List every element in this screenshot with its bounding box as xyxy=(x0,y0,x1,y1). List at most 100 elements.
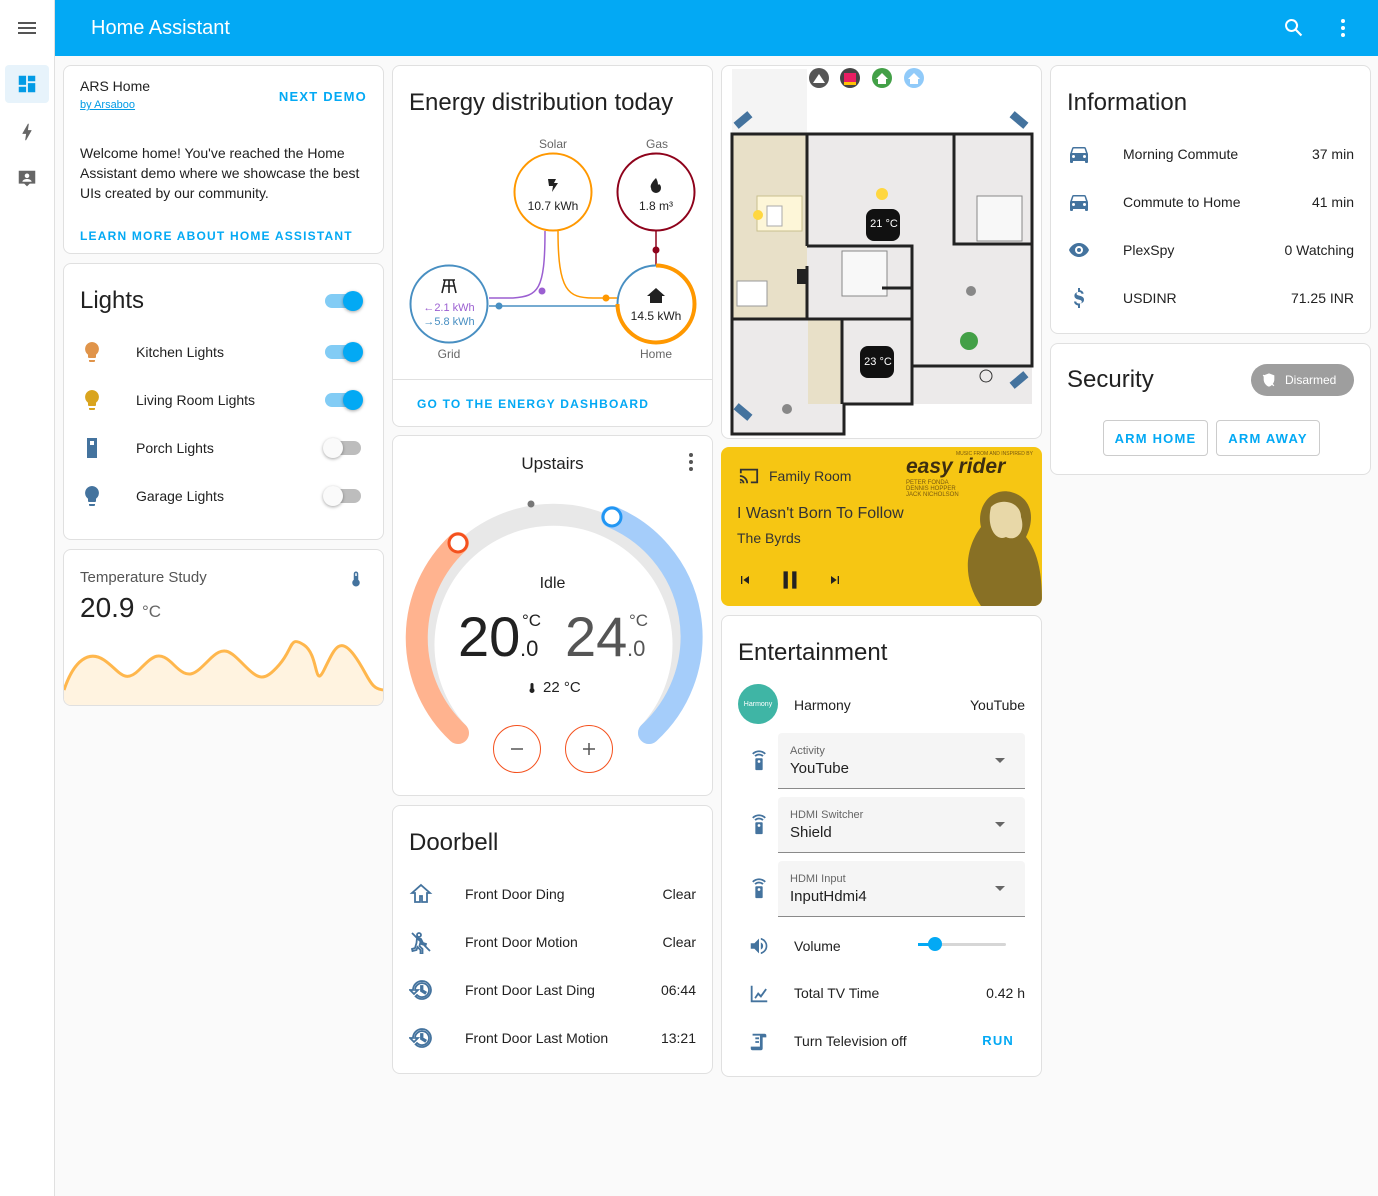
decrease-button[interactable] xyxy=(493,725,541,773)
alarm-state-badge: Disarmed xyxy=(1251,364,1354,396)
sidebar-item-energy[interactable] xyxy=(5,113,49,151)
thermostat-title: Upstairs xyxy=(521,454,584,473)
sidebar-item-people[interactable] xyxy=(5,160,49,198)
doorbell-entity-state: Clear xyxy=(662,886,696,902)
lights-master-toggle[interactable] xyxy=(325,291,363,311)
information-row[interactable]: PlexSpy 0 Watching xyxy=(1051,230,1370,270)
lightbulb-icon xyxy=(85,486,99,506)
history-icon xyxy=(409,1028,432,1048)
media-player-card: easy rider MUSIC FROM AND INSPIRED BY PE… xyxy=(721,447,1042,606)
script-icon xyxy=(750,1033,767,1051)
light-toggle[interactable] xyxy=(323,486,361,506)
sidebar-item-overview[interactable] xyxy=(5,65,49,103)
plus-icon xyxy=(583,743,595,755)
information-row[interactable]: USDINR 71.25 INR xyxy=(1051,278,1370,318)
select-value: InputHdmi4 xyxy=(790,888,867,905)
select-label: HDMI Switcher xyxy=(790,809,864,821)
information-row[interactable]: Morning Commute 37 min xyxy=(1051,134,1370,174)
arm-away-button[interactable]: ARM AWAY xyxy=(1216,420,1320,456)
menu-icon[interactable] xyxy=(14,16,40,40)
lightning-icon xyxy=(22,123,32,141)
chevron-down-icon xyxy=(995,886,1005,891)
thermostat-card: Upstairs Idle 20 °C .0 24 °C .0 22 °C xyxy=(392,435,713,796)
energy-flow-diagram xyxy=(409,152,697,345)
temperature-unit: °C xyxy=(142,602,162,621)
energy-dashboard-link[interactable]: GO TO THE ENERGY DASHBOARD xyxy=(417,397,650,411)
select-label: HDMI Input xyxy=(790,873,846,885)
album-art-subtitle: MUSIC FROM AND INSPIRED BY xyxy=(956,451,1033,457)
doorbell-row[interactable]: Front Door Last Ding 06:44 xyxy=(393,970,712,1010)
increase-button[interactable] xyxy=(565,725,613,773)
remote-icon xyxy=(752,814,766,835)
target-low-unit: °C xyxy=(522,611,542,630)
harmony-name[interactable]: Harmony xyxy=(794,697,851,713)
select-field[interactable]: HDMI Input InputHdmi4 xyxy=(778,861,1025,917)
run-button[interactable]: RUN xyxy=(982,1033,1014,1048)
select-value: YouTube xyxy=(790,760,849,777)
light-name: Living Room Lights xyxy=(136,392,256,408)
doorbell-entity-name: Front Door Motion xyxy=(465,934,578,950)
temperature-title: Temperature Study xyxy=(80,569,207,586)
motion-sensor-icon xyxy=(410,932,431,954)
shield-off-icon xyxy=(1262,373,1275,387)
doorbell-row[interactable]: Front Door Last Motion 13:21 xyxy=(393,1018,712,1058)
doorbell-entity-name: Front Door Last Ding xyxy=(465,982,595,998)
doorbell-card: Doorbell Front Door Ding Clear Front Doo… xyxy=(392,805,713,1074)
grid-label: Grid xyxy=(437,347,461,361)
light-row[interactable]: Kitchen Lights xyxy=(64,332,383,372)
doorbell-row[interactable]: Front Door Ding Clear xyxy=(393,874,712,914)
home-outline-icon xyxy=(409,883,433,903)
select-field[interactable]: Activity YouTube xyxy=(778,733,1025,789)
volume-slider[interactable] xyxy=(918,937,1006,951)
volume-slider-handle[interactable] xyxy=(927,937,942,951)
information-entity-value: 71.25 INR xyxy=(1290,290,1354,306)
light-toggle[interactable] xyxy=(325,342,363,362)
temperature-card[interactable]: Temperature Study 20.9 °C xyxy=(63,549,384,706)
information-entity-value: 41 min xyxy=(1311,194,1354,210)
volume-icon xyxy=(750,937,768,955)
thermostat-dial xyxy=(405,500,703,744)
pause-icon[interactable] xyxy=(777,567,803,593)
light-toggle[interactable] xyxy=(325,390,363,410)
media-track-title: I Wasn't Born To Follow xyxy=(737,505,904,522)
light-toggle[interactable] xyxy=(323,438,361,458)
thermometer-icon xyxy=(529,683,535,693)
doorbell-row[interactable]: Front Door Motion Clear xyxy=(393,922,712,962)
more-vertical-icon[interactable] xyxy=(688,452,694,472)
light-row[interactable]: Living Room Lights xyxy=(64,380,383,420)
light-row[interactable]: Garage Lights xyxy=(64,476,383,516)
floorplan-temp-upstairs[interactable]: 21 °C xyxy=(870,218,898,230)
skip-next-icon[interactable] xyxy=(827,572,843,588)
light-name: Porch Lights xyxy=(136,440,214,456)
doorbell-entity-name: Front Door Ding xyxy=(465,886,565,902)
chart-line-icon xyxy=(750,985,768,1003)
information-row[interactable]: Commute to Home 41 min xyxy=(1051,182,1370,222)
doorbell-entity-state: 13:21 xyxy=(660,1030,696,1046)
light-row[interactable]: Porch Lights xyxy=(64,428,383,468)
album-art-cast: PETER FONDA DENNIS HOPPER JACK NICHOLSON xyxy=(906,480,959,498)
arm-home-button[interactable]: ARM HOME xyxy=(1103,420,1208,456)
app-title: Home Assistant xyxy=(91,17,230,39)
doorbell-entity-state: 06:44 xyxy=(660,982,696,998)
more-vertical-icon[interactable] xyxy=(1331,16,1355,40)
remote-icon xyxy=(752,750,766,771)
information-title: Information xyxy=(1067,89,1188,116)
next-demo-button[interactable]: NEXT DEMO xyxy=(278,89,367,104)
floorplan-temp-downstairs[interactable]: 23 °C xyxy=(864,356,892,368)
target-high-temp[interactable]: 24 xyxy=(565,605,628,668)
information-card: Information Morning Commute 37 min Commu… xyxy=(1050,65,1371,334)
information-entity-value: 37 min xyxy=(1311,146,1354,162)
target-low-temp[interactable]: 20 xyxy=(458,605,521,668)
select-field[interactable]: HDMI Switcher Shield xyxy=(778,797,1025,853)
gas-label: Gas xyxy=(646,137,669,151)
skip-previous-icon[interactable] xyxy=(737,572,753,588)
top-app-bar: Home Assistant xyxy=(55,0,1378,56)
outdoor-lamp-icon xyxy=(87,438,97,458)
learn-more-button[interactable]: LEARN MORE ABOUT HOME ASSISTANT xyxy=(80,229,353,243)
car-icon xyxy=(1070,195,1088,211)
energy-distribution-card: Energy distribution today Solar Gas 10.7… xyxy=(392,65,713,427)
demo-author-link[interactable]: by Arsaboo xyxy=(80,99,136,111)
doorbell-entity-state: Clear xyxy=(662,934,696,950)
search-icon[interactable] xyxy=(1282,16,1306,40)
media-source: Family Room xyxy=(769,468,852,484)
